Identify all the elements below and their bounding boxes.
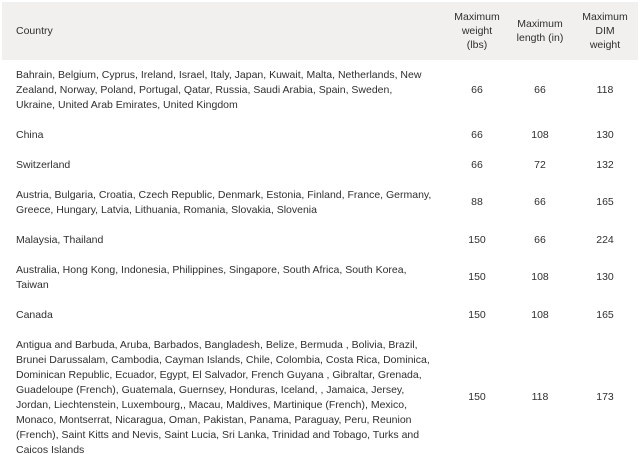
max-weight-cell: 150 [446,255,508,300]
max-dim-weight-cell: 130 [572,255,638,300]
table-row: Canada 150 108 165 [2,300,638,330]
header-row: Country Maximum weight (lbs) Maximum len… [2,2,638,60]
country-list-cell: Malaysia, Thailand [2,225,446,255]
max-length-cell: 72 [508,150,572,180]
max-weight-cell: 88 [446,180,508,225]
max-length-cell: 118 [508,330,572,454]
max-weight-cell: 150 [446,225,508,255]
max-weight-cell: 66 [446,120,508,150]
max-dim-weight-cell: 224 [572,225,638,255]
max-dim-weight-cell: 130 [572,120,638,150]
max-dim-weight-cell: 165 [572,300,638,330]
max-length-cell: 66 [508,180,572,225]
max-weight-cell: 150 [446,330,508,454]
max-dim-weight-cell: 118 [572,60,638,120]
country-list-cell: Switzerland [2,150,446,180]
max-length-cell: 108 [508,120,572,150]
table-row: Switzerland 66 72 132 [2,150,638,180]
table-header: Country Maximum weight (lbs) Maximum len… [2,2,638,60]
max-weight-cell: 150 [446,300,508,330]
max-weight-cell: 66 [446,150,508,180]
country-list-cell: China [2,120,446,150]
table-row: Bahrain, Belgium, Cyprus, Ireland, Israe… [2,60,638,120]
max-dim-weight-cell: 173 [572,330,638,454]
max-length-cell: 108 [508,255,572,300]
table-row: China 66 108 130 [2,120,638,150]
max-length-cell: 66 [508,225,572,255]
table-row: Malaysia, Thailand 150 66 224 [2,225,638,255]
table-body: Bahrain, Belgium, Cyprus, Ireland, Israe… [2,60,638,454]
max-length-cell: 108 [508,300,572,330]
country-list-cell: Canada [2,300,446,330]
country-list-cell: Antigua and Barbuda, Aruba, Barbados, Ba… [2,330,446,454]
country-list-cell: Bahrain, Belgium, Cyprus, Ireland, Israe… [2,60,446,120]
max-weight-cell: 66 [446,60,508,120]
table-row: Australia, Hong Kong, Indonesia, Philipp… [2,255,638,300]
country-list-cell: Austria, Bulgaria, Croatia, Czech Republ… [2,180,446,225]
column-header-max-dim-weight: Maximum DIM weight [572,2,638,60]
max-dim-weight-cell: 132 [572,150,638,180]
table-row: Austria, Bulgaria, Croatia, Czech Republ… [2,180,638,225]
column-header-country: Country [2,2,446,60]
country-list-cell: Australia, Hong Kong, Indonesia, Philipp… [2,255,446,300]
table-row: Antigua and Barbuda, Aruba, Barbados, Ba… [2,330,638,454]
max-length-cell: 66 [508,60,572,120]
max-dim-weight-cell: 165 [572,180,638,225]
column-header-max-weight: Maximum weight (lbs) [446,2,508,60]
column-header-max-length: Maximum length (in) [508,2,572,60]
